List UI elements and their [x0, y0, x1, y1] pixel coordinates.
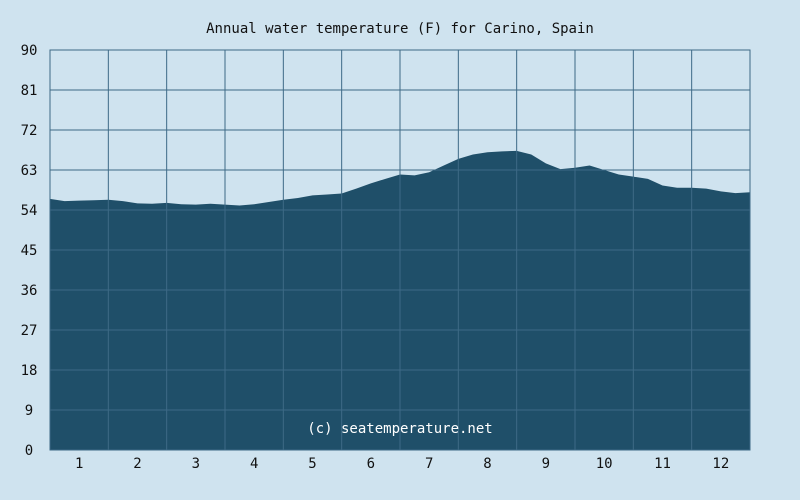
x-tick-label: 12 — [712, 456, 729, 472]
x-tick-label: 2 — [133, 456, 141, 472]
y-tick-label: 45 — [21, 243, 38, 259]
y-tick-label: 9 — [25, 403, 33, 419]
x-tick-label: 11 — [654, 456, 671, 472]
x-tick-label: 8 — [483, 456, 491, 472]
x-tick-label: 7 — [425, 456, 433, 472]
chart-title: Annual water temperature (F) for Carino,… — [206, 21, 594, 37]
x-tick-label: 9 — [542, 456, 550, 472]
y-axis-ticks: 0 9 18 27 36 45 54 63 72 81 90 — [21, 43, 38, 459]
y-tick-label: 27 — [21, 323, 38, 339]
y-tick-label: 36 — [21, 283, 38, 299]
x-tick-label: 1 — [75, 456, 83, 472]
x-tick-label: 10 — [596, 456, 613, 472]
x-tick-label: 5 — [308, 456, 316, 472]
y-tick-label: 0 — [25, 443, 33, 459]
x-tick-label: 3 — [192, 456, 200, 472]
y-tick-label: 18 — [21, 363, 38, 379]
watermark-text: (c) seatemperature.net — [307, 421, 492, 437]
x-axis-ticks: 1 2 3 4 5 6 7 8 9 10 11 12 — [75, 456, 729, 472]
y-tick-label: 63 — [21, 163, 38, 179]
y-tick-label: 81 — [21, 83, 38, 99]
y-tick-label: 54 — [21, 203, 38, 219]
y-tick-label: 90 — [21, 43, 38, 59]
x-tick-label: 6 — [367, 456, 375, 472]
y-tick-label: 72 — [21, 123, 38, 139]
plot-frame — [49, 49, 751, 451]
x-tick-label: 4 — [250, 456, 258, 472]
